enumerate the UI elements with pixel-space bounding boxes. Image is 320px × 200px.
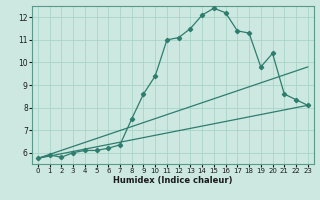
X-axis label: Humidex (Indice chaleur): Humidex (Indice chaleur) [113, 176, 233, 185]
